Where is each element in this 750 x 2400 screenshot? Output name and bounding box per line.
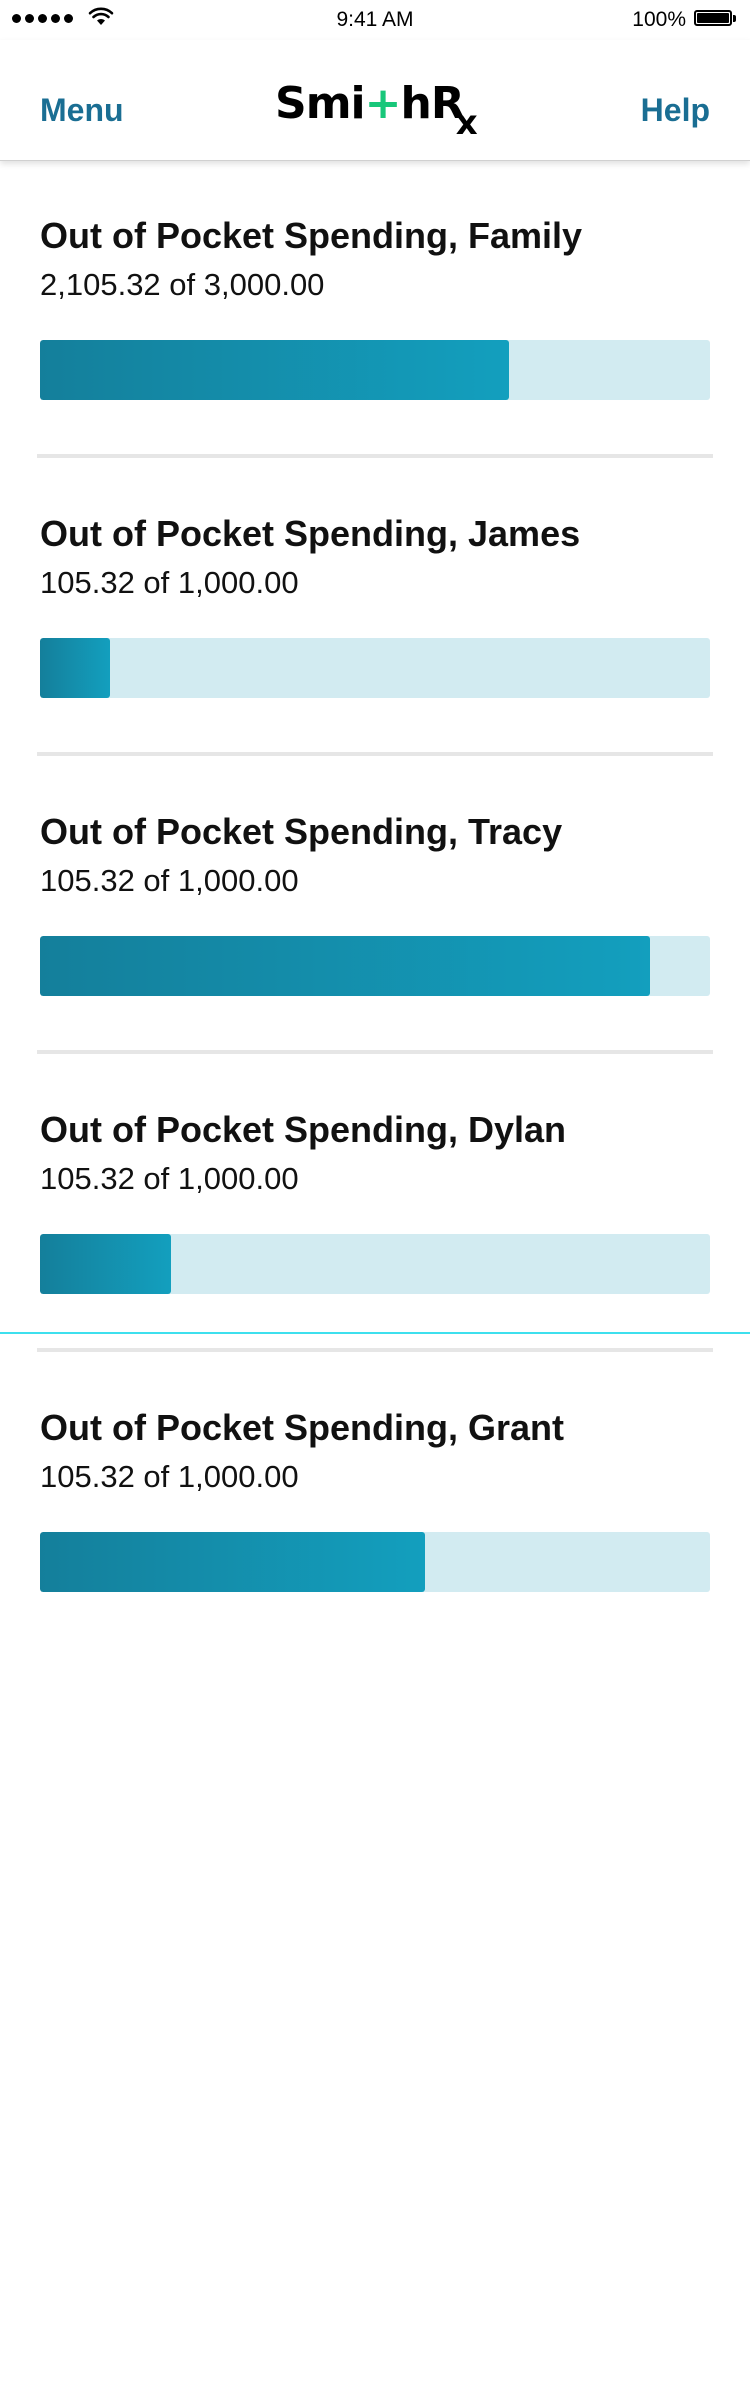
spending-card-grant: Out of Pocket Spending, Grant 105.32 of …	[0, 1352, 750, 1650]
progress-track	[40, 1532, 710, 1592]
spending-card-amount: 105.32 of 1,000.00	[40, 565, 299, 600]
spending-card-dylan: Out of Pocket Spending, Dylan 105.32 of …	[0, 1054, 750, 1352]
status-time: 9:41 AM	[336, 8, 414, 31]
battery-percent: 100%	[632, 8, 686, 31]
spending-list: Out of Pocket Spending, Family 2,105.32 …	[0, 160, 750, 1650]
menu-button[interactable]: Menu	[40, 92, 124, 128]
divider	[37, 752, 713, 756]
progress-track	[40, 936, 710, 996]
spending-card-title: Out of Pocket Spending, James	[40, 513, 581, 554]
spending-card-james: Out of Pocket Spending, James 105.32 of …	[0, 458, 750, 756]
spending-card-amount: 2,105.32 of 3,000.00	[40, 267, 325, 302]
spending-card-amount: 105.32 of 1,000.00	[40, 1459, 299, 1494]
wifi-icon	[88, 7, 114, 33]
spending-card-amount: 105.32 of 1,000.00	[40, 863, 299, 898]
progress-fill	[40, 340, 509, 400]
highlight-line	[0, 1332, 750, 1334]
spending-card-tracy: Out of Pocket Spending, Tracy 105.32 of …	[0, 756, 750, 1054]
help-button[interactable]: Help	[640, 92, 710, 128]
spending-card-title: Out of Pocket Spending, Family	[40, 215, 583, 256]
spending-card-title: Out of Pocket Spending, Dylan	[40, 1109, 567, 1150]
divider	[37, 1348, 713, 1352]
progress-track	[40, 638, 710, 698]
smithrx-logo: Smi+hRx	[275, 78, 478, 143]
progress-fill	[40, 1234, 171, 1294]
progress-track	[40, 340, 710, 400]
nav-bar: Menu Smi+hRx Help	[0, 40, 750, 161]
progress-fill	[40, 1532, 426, 1592]
spending-card-title: Out of Pocket Spending, Grant	[40, 1407, 565, 1448]
divider	[37, 1050, 713, 1054]
progress-fill	[40, 936, 650, 996]
progress-fill	[40, 638, 111, 698]
spending-card-amount: 105.32 of 1,000.00	[40, 1161, 299, 1196]
spending-card-title: Out of Pocket Spending, Tracy	[40, 811, 563, 852]
battery-icon	[694, 10, 738, 28]
status-bar: 9:41 AM 100%	[0, 0, 750, 40]
spending-card-family: Out of Pocket Spending, Family 2,105.32 …	[0, 160, 750, 458]
divider	[37, 454, 713, 458]
progress-track	[40, 1234, 710, 1294]
signal-dots-icon	[12, 14, 73, 23]
